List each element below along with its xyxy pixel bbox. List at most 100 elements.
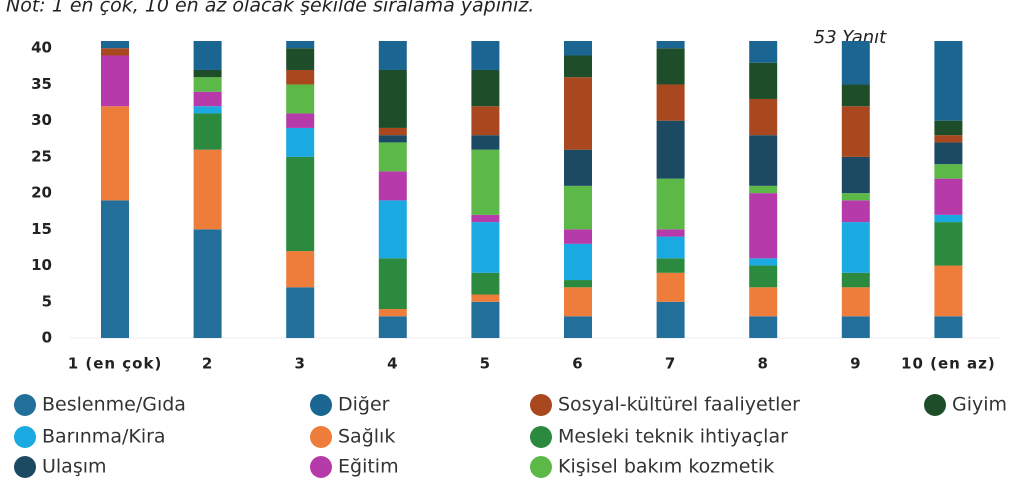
- bar-segment: [564, 316, 592, 338]
- legend-label: Eğitim: [338, 456, 399, 478]
- bar-segment: [101, 55, 129, 107]
- bar-segment: [749, 287, 778, 317]
- legend-swatch: [530, 394, 552, 416]
- bar-segment: [378, 309, 407, 317]
- bar-segment: [286, 127, 315, 157]
- bar-segment: [378, 41, 407, 70]
- x-tick-label: 3: [294, 355, 305, 373]
- bar-segment: [101, 41, 129, 49]
- bar-segment: [841, 272, 870, 288]
- bar-segment: [656, 84, 685, 121]
- bar-segment: [656, 48, 685, 85]
- bar-segment: [934, 222, 963, 266]
- bar-segment: [841, 200, 870, 223]
- bar-segment: [841, 316, 870, 338]
- bar-segment: [564, 287, 592, 317]
- bar-segment: [471, 149, 500, 215]
- bar-segment: [841, 156, 870, 194]
- bar-segment: [656, 178, 685, 230]
- bar-segment: [286, 113, 315, 128]
- bar-segment: [749, 41, 778, 63]
- legend-label: Sosyal-kültürel faaliyetler: [558, 394, 800, 416]
- x-tick-label: 10 (en az): [901, 355, 996, 373]
- bar-segment: [378, 171, 407, 201]
- legend-label: Beslenme/Gıda: [42, 394, 186, 416]
- x-tick-label: 8: [757, 355, 768, 373]
- bar-segment: [471, 222, 500, 273]
- legend-swatch: [14, 394, 36, 416]
- bar-segment: [471, 301, 500, 338]
- y-tick-label: 35: [31, 75, 52, 93]
- x-tick-label: 5: [480, 355, 491, 373]
- legend-swatch: [14, 456, 36, 478]
- bar-segment: [749, 265, 778, 288]
- bar-segment: [656, 272, 685, 302]
- y-tick-label: 0: [42, 329, 52, 347]
- legend-swatch: [530, 426, 552, 448]
- bar-segment: [934, 265, 963, 317]
- bar-segment: [286, 251, 315, 288]
- legend-label: Sağlık: [338, 426, 395, 448]
- y-tick-label: 20: [31, 184, 52, 202]
- bar-segment: [934, 316, 963, 338]
- bar-segment: [471, 41, 500, 70]
- y-tick-label: 15: [31, 220, 52, 238]
- bar-segment: [101, 106, 129, 201]
- bar-segment: [934, 178, 963, 215]
- bar-segment: [378, 127, 407, 136]
- bar-segment: [656, 236, 685, 259]
- bar-segment: [656, 41, 685, 49]
- bar-segment: [934, 142, 963, 165]
- bar-segment: [378, 258, 407, 310]
- chart-title: Not: 1 en çok, 10 en az olacak şekilde s…: [6, 0, 534, 17]
- legend-swatch: [530, 456, 552, 478]
- bar-segment: [841, 84, 870, 107]
- x-tick-label: 6: [572, 355, 583, 373]
- bar-segment: [564, 55, 592, 78]
- x-tick-label: 4: [387, 355, 398, 373]
- legend-swatch: [310, 456, 332, 478]
- bar-segment: [193, 77, 222, 92]
- legend-label: Mesleki teknik ihtiyaçlar: [558, 426, 788, 448]
- bar-segment: [101, 200, 129, 338]
- x-tick-label: 2: [202, 355, 213, 373]
- bar-segment: [934, 214, 963, 223]
- x-tick-label: 9: [850, 355, 861, 373]
- bar-segment: [934, 164, 963, 179]
- bar-segment: [101, 48, 129, 56]
- bar-segment: [841, 193, 870, 201]
- bar-segment: [564, 41, 592, 56]
- legend-label: Giyim: [952, 394, 1007, 416]
- bar-segment: [841, 106, 870, 157]
- legend-label: Ulaşım: [42, 456, 107, 478]
- bar-segment: [193, 113, 222, 150]
- legend-label: Barınma/Kira: [42, 426, 166, 448]
- bar-segment: [656, 258, 685, 273]
- y-tick-label: 5: [42, 292, 52, 310]
- bar-segment: [841, 222, 870, 273]
- legend-label: Kişisel bakım kozmetik: [558, 456, 774, 478]
- x-tick-label: 7: [665, 355, 676, 373]
- bar-segment: [471, 69, 500, 107]
- y-tick-label: 30: [31, 111, 52, 129]
- bar-segment: [934, 135, 963, 143]
- bar-segment: [749, 316, 778, 338]
- bar-segment: [378, 69, 407, 128]
- bar-segment: [286, 287, 315, 338]
- bar-segment: [193, 229, 222, 338]
- bar-segment: [471, 294, 500, 302]
- legend-swatch: [924, 394, 946, 416]
- bar-segment: [471, 106, 500, 136]
- legend-label: Diğer: [338, 394, 390, 416]
- bar-segment: [564, 229, 592, 244]
- bar-segment: [564, 149, 592, 186]
- legend-swatch: [14, 426, 36, 448]
- bar-segment: [193, 91, 222, 107]
- bar-segment: [286, 156, 315, 252]
- y-tick-label: 25: [31, 147, 52, 165]
- bar-segment: [286, 84, 315, 114]
- x-tick-label: 1 (en çok): [68, 355, 163, 373]
- bar-segment: [749, 98, 778, 136]
- y-tick-label: 40: [31, 39, 52, 57]
